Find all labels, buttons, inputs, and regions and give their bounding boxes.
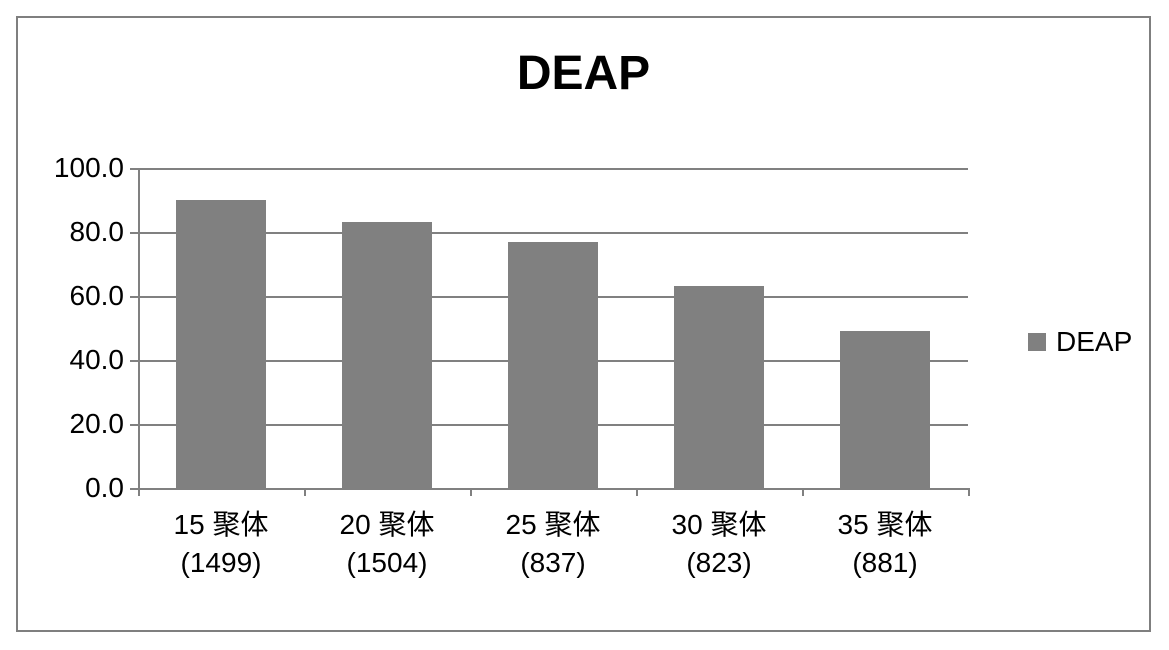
- x-tick-mark: [470, 488, 472, 496]
- legend-swatch: [1028, 333, 1046, 351]
- gridline: [138, 488, 968, 490]
- x-tick-mark: [138, 488, 140, 496]
- legend-label: DEAP: [1056, 326, 1132, 358]
- bar: [508, 242, 598, 488]
- y-tick-label: 40.0: [70, 344, 139, 376]
- x-axis-label: 20 聚体 (1504): [304, 506, 470, 582]
- x-axis-label: 35 聚体 (881): [802, 506, 968, 582]
- x-tick-mark: [802, 488, 804, 496]
- bar: [342, 222, 432, 488]
- legend: DEAP: [1028, 326, 1132, 358]
- bar: [176, 200, 266, 488]
- y-axis: [138, 168, 140, 488]
- x-axis-label: 30 聚体 (823): [636, 506, 802, 582]
- y-tick-label: 60.0: [70, 280, 139, 312]
- y-tick-label: 0.0: [85, 472, 138, 504]
- bar: [674, 286, 764, 488]
- y-tick-label: 20.0: [70, 408, 139, 440]
- x-tick-mark: [968, 488, 970, 496]
- plot-area: 0.020.040.060.080.0100.015 聚体 (1499)20 聚…: [138, 168, 968, 488]
- x-tick-mark: [304, 488, 306, 496]
- x-tick-mark: [636, 488, 638, 496]
- chart-container: DEAP 0.020.040.060.080.0100.015 聚体 (1499…: [16, 16, 1151, 632]
- bar: [840, 331, 930, 488]
- x-axis-label: 15 聚体 (1499): [138, 506, 304, 582]
- x-axis-label: 25 聚体 (837): [470, 506, 636, 582]
- y-tick-label: 100.0: [54, 152, 138, 184]
- y-tick-label: 80.0: [70, 216, 139, 248]
- gridline: [138, 168, 968, 170]
- chart-title: DEAP: [18, 46, 1149, 101]
